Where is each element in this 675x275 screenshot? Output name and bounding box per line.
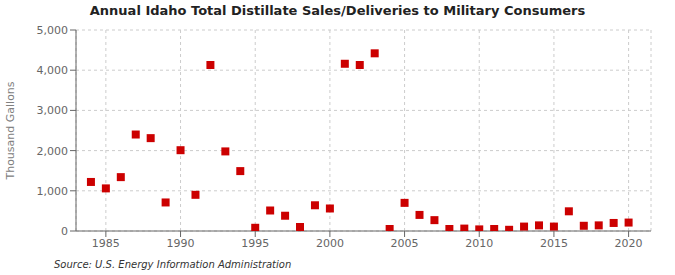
svg-text:0: 0 xyxy=(61,225,68,238)
svg-text:2010: 2010 xyxy=(465,237,493,250)
svg-text:1995: 1995 xyxy=(241,237,269,250)
svg-text:Thousand Gallons: Thousand Gallons xyxy=(8,81,17,180)
svg-text:1985: 1985 xyxy=(92,237,120,250)
svg-text:2005: 2005 xyxy=(391,237,419,250)
svg-text:3,000: 3,000 xyxy=(37,104,69,117)
svg-text:5,000: 5,000 xyxy=(37,24,69,37)
html-text:Annual Idaho Total Distillate: Annual Idaho Total Distillate Sales/Deli… xyxy=(89,3,586,18)
svg-text:4,000: 4,000 xyxy=(37,64,69,77)
svg-text:1990: 1990 xyxy=(167,237,195,250)
svg-text:2,000: 2,000 xyxy=(37,145,69,158)
svg-text:1,000: 1,000 xyxy=(37,185,69,198)
svg-text:2020: 2020 xyxy=(615,237,643,250)
svg-text:2000: 2000 xyxy=(316,237,344,250)
svg-text:2015: 2015 xyxy=(540,237,568,250)
html-text:Source: U.S. Energy Informatio: Source: U.S. Energy Information Administ… xyxy=(54,259,292,270)
